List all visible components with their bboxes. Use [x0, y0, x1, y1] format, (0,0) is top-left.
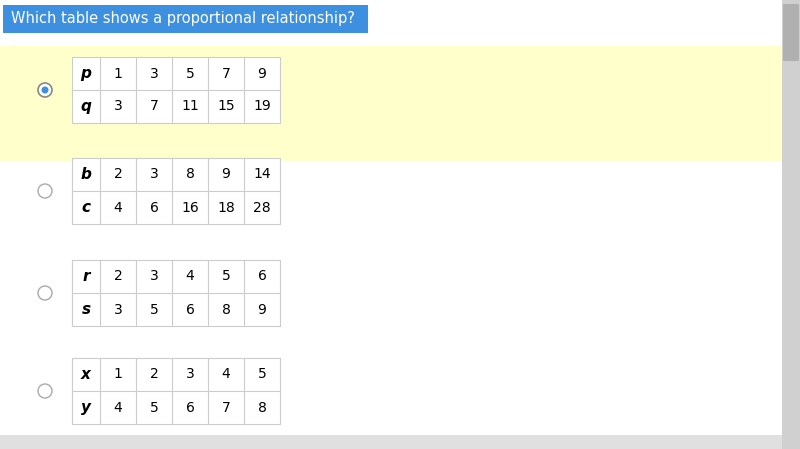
Text: 9: 9: [258, 303, 266, 317]
Text: 28: 28: [253, 201, 271, 215]
FancyBboxPatch shape: [0, 435, 782, 449]
Text: y: y: [81, 400, 91, 415]
Text: 8: 8: [186, 167, 194, 181]
Text: c: c: [82, 200, 90, 215]
Text: 15: 15: [217, 100, 235, 114]
Text: 9: 9: [258, 66, 266, 80]
Text: 4: 4: [114, 201, 122, 215]
FancyBboxPatch shape: [72, 158, 280, 224]
Text: 5: 5: [222, 269, 230, 283]
Text: Which table shows a proportional relationship?: Which table shows a proportional relatio…: [11, 12, 355, 26]
Text: r: r: [82, 269, 90, 284]
Text: 1: 1: [114, 66, 122, 80]
Text: 11: 11: [181, 100, 199, 114]
Text: 18: 18: [217, 201, 235, 215]
Text: 7: 7: [222, 66, 230, 80]
Text: 9: 9: [222, 167, 230, 181]
Text: 1: 1: [114, 367, 122, 382]
Text: 5: 5: [258, 367, 266, 382]
Circle shape: [38, 83, 52, 97]
Text: 3: 3: [150, 269, 158, 283]
Circle shape: [38, 384, 52, 398]
Text: 14: 14: [253, 167, 271, 181]
Text: 2: 2: [150, 367, 158, 382]
Text: p: p: [81, 66, 91, 81]
Text: 3: 3: [186, 367, 194, 382]
Text: 6: 6: [186, 303, 194, 317]
Text: 5: 5: [186, 66, 194, 80]
Text: 7: 7: [150, 100, 158, 114]
Text: 8: 8: [258, 401, 266, 414]
Text: x: x: [81, 367, 91, 382]
FancyBboxPatch shape: [72, 358, 280, 424]
FancyBboxPatch shape: [782, 0, 800, 449]
Text: 7: 7: [222, 401, 230, 414]
Text: 19: 19: [253, 100, 271, 114]
Text: 4: 4: [114, 401, 122, 414]
Circle shape: [38, 184, 52, 198]
Text: 5: 5: [150, 401, 158, 414]
Text: 4: 4: [222, 367, 230, 382]
Text: 2: 2: [114, 167, 122, 181]
Text: 6: 6: [150, 201, 158, 215]
Text: 3: 3: [114, 100, 122, 114]
Text: 6: 6: [258, 269, 266, 283]
Text: q: q: [81, 99, 91, 114]
Text: 16: 16: [181, 201, 199, 215]
FancyBboxPatch shape: [72, 260, 280, 326]
Text: b: b: [81, 167, 91, 182]
Circle shape: [38, 286, 52, 300]
Text: 5: 5: [150, 303, 158, 317]
Text: 3: 3: [114, 303, 122, 317]
Text: 3: 3: [150, 66, 158, 80]
Circle shape: [42, 87, 49, 93]
FancyBboxPatch shape: [72, 57, 280, 123]
Text: 6: 6: [186, 401, 194, 414]
Text: 4: 4: [186, 269, 194, 283]
FancyBboxPatch shape: [783, 4, 799, 61]
FancyBboxPatch shape: [3, 5, 368, 33]
FancyBboxPatch shape: [0, 46, 782, 161]
Text: s: s: [82, 302, 90, 317]
Text: 3: 3: [150, 167, 158, 181]
Text: 8: 8: [222, 303, 230, 317]
Text: 2: 2: [114, 269, 122, 283]
